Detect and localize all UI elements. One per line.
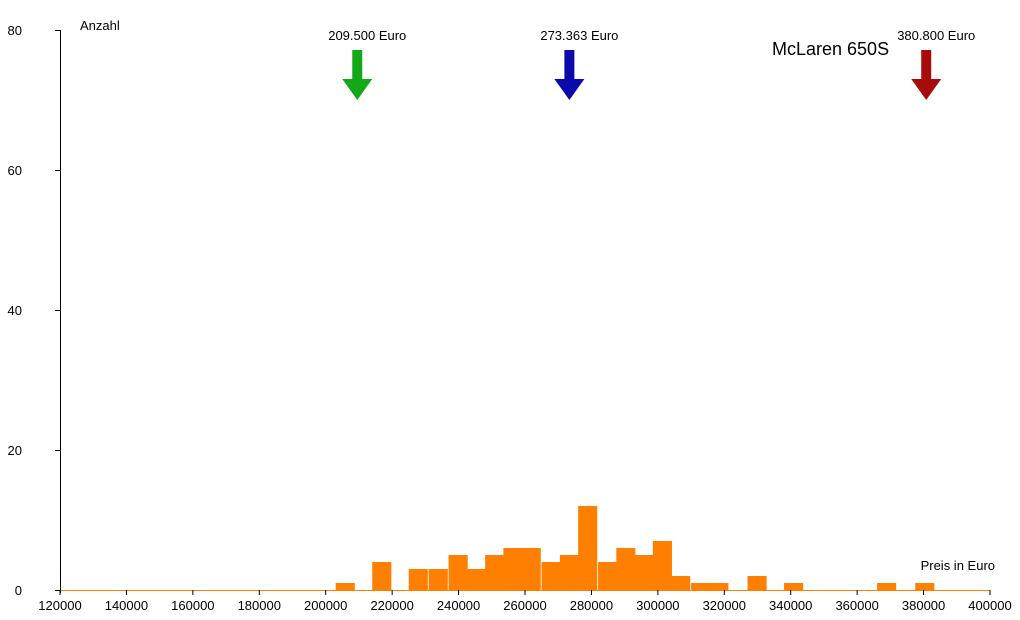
histogram-bar [652, 541, 672, 590]
x-ticks: 120000 140000 160000 180000 200000 220000 2400… [38, 590, 1012, 613]
histogram-bar [559, 555, 579, 590]
down-arrow-icon [911, 50, 942, 100]
histogram-bar [448, 555, 468, 590]
x-tick-label: 260000 [503, 598, 546, 613]
histogram-bar [541, 562, 561, 590]
x-tick-label: 280000 [570, 598, 613, 613]
x-tick-label: 180000 [238, 598, 281, 613]
histogram-bar [578, 506, 598, 590]
histogram-bar [466, 569, 486, 590]
bars-layer [335, 506, 935, 590]
histogram-bar [691, 583, 711, 590]
histogram-bar [598, 562, 618, 590]
histogram-bar [372, 562, 392, 590]
histogram-bar [915, 583, 935, 590]
price-marker-label: 380.800 Euro [897, 28, 975, 43]
chart-title: McLaren 650S [772, 39, 889, 59]
price-marker-label: 209.500 Euro [328, 28, 406, 43]
histogram-bar [503, 548, 523, 590]
histogram-bar [335, 583, 355, 590]
y-tick-label: 60 [8, 163, 22, 178]
x-axis-label: Preis in Euro [921, 558, 995, 573]
histogram-bar [408, 569, 428, 590]
price-marker-label: 273.363 Euro [540, 28, 618, 43]
x-tick-label: 380000 [902, 598, 945, 613]
histogram-bar [616, 548, 636, 590]
x-tick-label: 220000 [370, 598, 413, 613]
x-tick-label: 160000 [171, 598, 214, 613]
x-tick-label: 340000 [769, 598, 812, 613]
histogram-bar [747, 576, 767, 590]
x-tick-label: 200000 [304, 598, 347, 613]
histogram-bar [709, 583, 729, 590]
x-tick-label: 400000 [968, 598, 1011, 613]
price-markers: 209.500 Euro 273.363 Euro 380.800 Euro [328, 28, 975, 100]
x-tick-label: 320000 [703, 598, 746, 613]
y-axis-label: Anzahl [80, 18, 120, 33]
down-arrow-icon [554, 50, 585, 100]
histogram-bar [485, 555, 505, 590]
x-tick-label: 240000 [437, 598, 480, 613]
histogram-bar [428, 569, 448, 590]
y-ticks: 0 20 40 60 80 [8, 23, 60, 598]
histogram-bar [877, 583, 897, 590]
y-tick-label: 80 [8, 23, 22, 38]
y-tick-label: 20 [8, 443, 22, 458]
x-tick-label: 300000 [636, 598, 679, 613]
histogram-bar [634, 555, 654, 590]
price-marker: 380.800 Euro [897, 28, 975, 100]
x-tick-label: 360000 [835, 598, 878, 613]
x-tick-label: 140000 [105, 598, 148, 613]
axes-layer [60, 30, 990, 593]
y-tick-label: 40 [8, 303, 22, 318]
histogram-bar [671, 576, 691, 590]
y-tick-label: 0 [15, 583, 22, 598]
x-tick-label: 120000 [38, 598, 81, 613]
histogram-bar [784, 583, 804, 590]
histogram-bar [521, 548, 541, 590]
price-marker: 209.500 Euro [328, 28, 406, 100]
price-marker: 273.363 Euro [540, 28, 618, 100]
down-arrow-icon [342, 50, 373, 100]
